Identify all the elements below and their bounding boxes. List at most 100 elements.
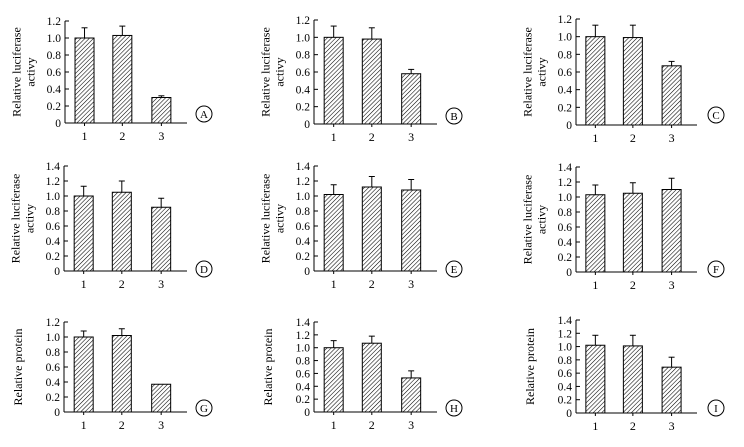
y-tick-label: 0.2 [296, 394, 311, 406]
y-tick-label: 1.4 [296, 317, 311, 329]
panel-badge [195, 260, 213, 278]
y-tick-label: 0.4 [296, 84, 311, 96]
bar [401, 73, 422, 125]
y-tick-label: 1.0 [46, 191, 61, 203]
y-tick-label: 1.4 [558, 162, 573, 174]
y-tick-label: 1.2 [46, 317, 61, 329]
panel-badge-label: G [200, 403, 208, 415]
x-tick-label: 3 [669, 131, 675, 145]
y-tick-label: 0.6 [46, 362, 61, 374]
bar [112, 34, 133, 124]
panel-badge-label: A [200, 109, 208, 121]
panel-badge-label: C [712, 110, 719, 122]
y-tick-label: 0.4 [296, 381, 311, 393]
y-tick-label: 0.4 [296, 236, 311, 248]
y-tick-label: 0 [304, 119, 310, 131]
x-tick-label: 3 [408, 130, 414, 144]
panel-badge-label: E [451, 264, 458, 276]
y-tick-label: 0.8 [296, 50, 311, 62]
y-tick-label: 1.2 [296, 15, 311, 27]
y-axis-label: Relative luciferaseactivy [521, 175, 549, 265]
x-tick-label: 1 [331, 130, 337, 144]
y-tick-label: 0.4 [46, 377, 61, 389]
y-axis-label-line: Relative luciferase [521, 175, 535, 265]
bar [73, 336, 94, 413]
panel-badge-label: F [713, 264, 719, 276]
y-tick-label: 0.8 [46, 206, 61, 218]
y-tick-label: 1.2 [46, 176, 61, 188]
panel-badge [445, 399, 463, 417]
x-tick-label: 2 [630, 278, 636, 292]
y-tick-label: 0 [54, 407, 60, 419]
y-tick-label: 0.6 [296, 67, 311, 79]
y-tick-label: 1.2 [47, 16, 62, 28]
panel-I: 00.2 0.40.60.81.0 1.21.4 1 2 3 Relative protei… [523, 315, 725, 433]
y-tick-label: 1.4 [296, 161, 311, 173]
x-tick-label: 1 [81, 418, 87, 432]
y-tick-label: 0.2 [296, 251, 311, 263]
bar [401, 189, 422, 272]
y-tick-label: 0.2 [46, 392, 61, 404]
bar [585, 36, 606, 126]
x-tick-label: 1 [331, 418, 337, 432]
y-tick-label: 0.6 [47, 67, 62, 79]
y-axis-label-line: activy [272, 57, 286, 86]
y-axis-label-line: Relative luciferase [10, 27, 24, 117]
panel-E: 0 0.2 0.4 0.6 0.8 1.0 1.2 1.4 1 2 3 Relative lucife… [259, 161, 463, 291]
y-tick-label: 0.6 [296, 221, 311, 233]
panel-badge [707, 260, 725, 278]
y-tick-label: 1.2 [558, 14, 573, 26]
y-tick-label: 1.2 [296, 176, 311, 188]
y-axis-label-line: activy [22, 204, 36, 233]
bar [361, 186, 382, 272]
y-tick-label: 0.6 [46, 221, 61, 233]
bar [74, 37, 95, 124]
y-tick-label: 0 [566, 120, 572, 132]
x-tick-label: 3 [158, 418, 164, 432]
y-tick-label: 1.2 [296, 330, 311, 342]
panel-F: 0 0.2 0.4 0.6 0.8 1.0 1.2 1.4 1 2 3 Relative lucife… [521, 162, 725, 292]
y-tick-label: 1.0 [296, 191, 311, 203]
y-axis-label: Relative protein [261, 329, 275, 406]
bar [73, 195, 94, 272]
y-tick-label: 0 [304, 407, 310, 419]
panel-G: 0 0.2 0.4 0.6 0.8 1.0 1.2 1 2 3 Relative protein G [11, 317, 213, 432]
panel-D: 0 0.2 0.4 0.6 0.8 1.0 1.2 1.4 1 2 3 Relative lucife… [9, 161, 213, 291]
y-tick-label: 1.0 [47, 33, 62, 45]
bar [661, 65, 682, 126]
x-tick-label: 1 [592, 278, 598, 292]
y-tick-label: 1.0 [296, 32, 311, 44]
panel-badge [707, 106, 725, 124]
y-tick-label: 0.2 [558, 395, 573, 407]
y-tick-label: 0.6 [296, 368, 311, 380]
y-tick-label: 0 [304, 266, 310, 278]
bar [622, 345, 643, 414]
panel-badge [195, 399, 213, 417]
y-axis-label-line: activy [534, 205, 548, 234]
y-tick-label: 0.2 [296, 102, 311, 114]
y-tick-label: 0.4 [558, 381, 573, 393]
y-axis-label-line: Relative luciferase [521, 27, 535, 117]
bar [585, 194, 606, 273]
bar [622, 37, 643, 126]
y-tick-label: 1.0 [46, 332, 61, 344]
y-axis-label-line: Relative luciferase [259, 174, 273, 264]
y-tick-label: 0.6 [558, 67, 573, 79]
x-tick-label: 2 [369, 277, 375, 291]
bar [323, 36, 344, 125]
bar [151, 383, 172, 413]
y-tick-label: 1.0 [558, 32, 573, 44]
y-axis-label: Relative luciferaseactivy [259, 174, 287, 264]
y-tick-label: 0 [566, 408, 572, 420]
y-tick-label: 0.8 [558, 49, 573, 61]
panel-B: 0 0.2 0.4 0.6 0.8 1.0 1.2 1 2 3 Relative luciferas… [259, 15, 463, 144]
y-tick-label: 1.4 [46, 161, 61, 173]
y-axis-label: Relative luciferaseactivy [521, 27, 549, 117]
y-tick-label: 0.6 [558, 368, 573, 380]
y-axis-label-line: Relative luciferase [259, 27, 273, 117]
x-tick-label: 1 [592, 131, 598, 145]
x-tick-label: 2 [119, 418, 125, 432]
y-axis-label-line: Relative luciferase [9, 174, 23, 264]
